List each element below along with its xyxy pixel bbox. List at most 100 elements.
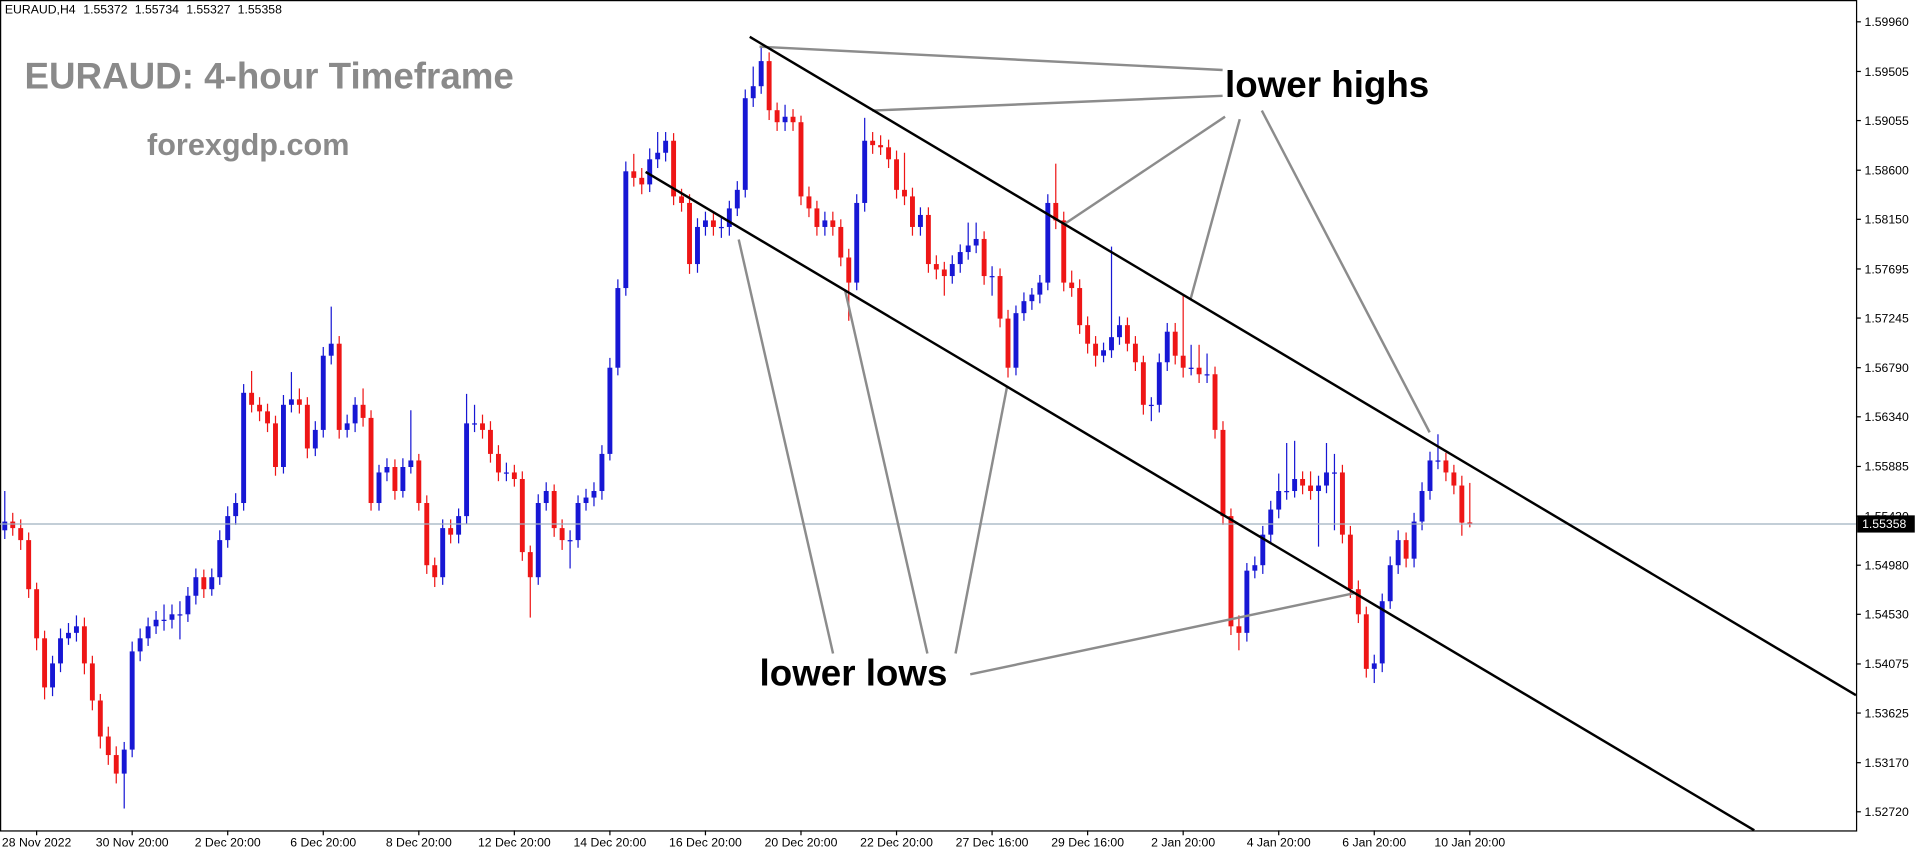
candle-body <box>1347 534 1353 590</box>
candle-body <box>193 577 199 596</box>
candle-body <box>1204 374 1210 376</box>
candle-body <box>535 503 541 578</box>
candle-body <box>1355 589 1361 615</box>
y-tick-label: 1.59505 <box>1865 65 1909 79</box>
candle-body <box>18 528 24 541</box>
candle-body <box>639 177 645 185</box>
candle-body <box>1451 472 1457 486</box>
annotation: lower highs <box>1225 64 1429 105</box>
candle-body <box>655 152 661 160</box>
candle-body <box>217 540 223 578</box>
candle-body <box>511 472 517 480</box>
candle-body <box>73 626 79 633</box>
candle-body <box>973 238 979 246</box>
channel-upper <box>749 35 1857 697</box>
x-tick-label: 2 Jan 20:00 <box>1151 835 1215 849</box>
candle-body <box>838 226 844 258</box>
candle-body <box>1443 460 1449 473</box>
x-tick-label: 10 Jan 20:00 <box>1434 835 1505 849</box>
candle-body <box>1148 404 1154 407</box>
chart-title: EURAUD: 4-hour Timeframe <box>25 55 514 96</box>
candle-body <box>766 61 772 111</box>
pointer-line <box>1260 109 1431 433</box>
candle-body <box>1045 202 1051 283</box>
candle-body <box>1324 472 1329 486</box>
candle-body <box>1292 479 1298 492</box>
candle-body <box>50 663 56 688</box>
candle-body <box>1308 485 1314 492</box>
candle-body <box>360 404 366 418</box>
candle-body <box>886 147 892 160</box>
candle-body <box>1411 521 1417 559</box>
candle-body <box>1403 540 1409 559</box>
x-tick-label: 22 Dec 20:00 <box>860 835 933 849</box>
candle-body <box>408 460 414 468</box>
x-tick-label: 2 Dec 20:00 <box>195 835 261 849</box>
candle-body <box>1085 325 1091 344</box>
candle-body <box>1379 601 1385 664</box>
x-tick-label: 14 Dec 20:00 <box>574 835 647 849</box>
y-tick-label: 1.55885 <box>1865 460 1909 474</box>
candle-body <box>281 404 286 468</box>
candle-body <box>742 98 748 190</box>
candle-body <box>1244 570 1250 633</box>
y-tick-label: 1.59960 <box>1865 15 1909 29</box>
candle-body <box>1053 202 1059 221</box>
candle-body <box>177 614 183 616</box>
candle-body <box>488 429 493 454</box>
y-tick-label: 1.54530 <box>1865 608 1909 622</box>
candle-body <box>209 577 215 590</box>
candle-body <box>543 491 549 504</box>
candle-body <box>1101 350 1107 356</box>
candle-body <box>137 638 143 652</box>
candle-body <box>1339 472 1345 535</box>
candle-body <box>957 252 963 265</box>
candle-body <box>1363 614 1369 669</box>
y-tick-label: 1.53625 <box>1865 706 1909 720</box>
candle-body <box>472 423 477 425</box>
candle-body <box>989 276 995 278</box>
y-tick-label: 1.52720 <box>1865 805 1909 819</box>
x-tick-label: 28 Nov 2022 <box>2 835 72 849</box>
candle-body <box>854 202 860 283</box>
candle-body <box>1371 663 1377 669</box>
candle-body <box>225 516 231 541</box>
ohlc-open: 1.55372 <box>83 2 127 16</box>
y-tick-label: 1.53170 <box>1865 756 1909 770</box>
candle-body <box>1109 337 1114 351</box>
pointer-line <box>844 290 929 654</box>
candle-body <box>1276 491 1282 510</box>
x-tick-label: 27 Dec 16:00 <box>956 835 1029 849</box>
candle-body <box>1467 522 1473 524</box>
pointer-line <box>759 45 1223 72</box>
x-tick-label: 29 Dec 16:00 <box>1051 835 1124 849</box>
candle-body <box>1021 301 1027 314</box>
candle-body <box>830 220 836 227</box>
candle-body <box>862 140 868 203</box>
candle-body <box>615 288 621 368</box>
candle-body <box>1387 565 1393 602</box>
candle-body <box>949 264 955 277</box>
candle-body <box>416 460 422 504</box>
candle-body <box>933 264 939 270</box>
candle-body <box>734 189 740 209</box>
candle-body <box>265 411 270 424</box>
candle-body <box>42 638 48 688</box>
x-tick-label: 16 Dec 20:00 <box>669 835 742 849</box>
ohlc-low: 1.55327 <box>186 2 230 16</box>
candle-body <box>153 619 159 627</box>
candle-body <box>806 196 812 209</box>
candle-body <box>58 638 63 664</box>
candle-body <box>249 392 255 405</box>
candle-body <box>1427 460 1433 492</box>
candle-body <box>503 472 509 474</box>
candle-body <box>718 226 724 229</box>
candle-body <box>185 595 191 615</box>
candle-body <box>1117 325 1122 338</box>
candle-body <box>878 145 884 148</box>
candle-body <box>846 257 852 283</box>
candle-body <box>1156 362 1162 405</box>
candle-body <box>997 276 1003 319</box>
